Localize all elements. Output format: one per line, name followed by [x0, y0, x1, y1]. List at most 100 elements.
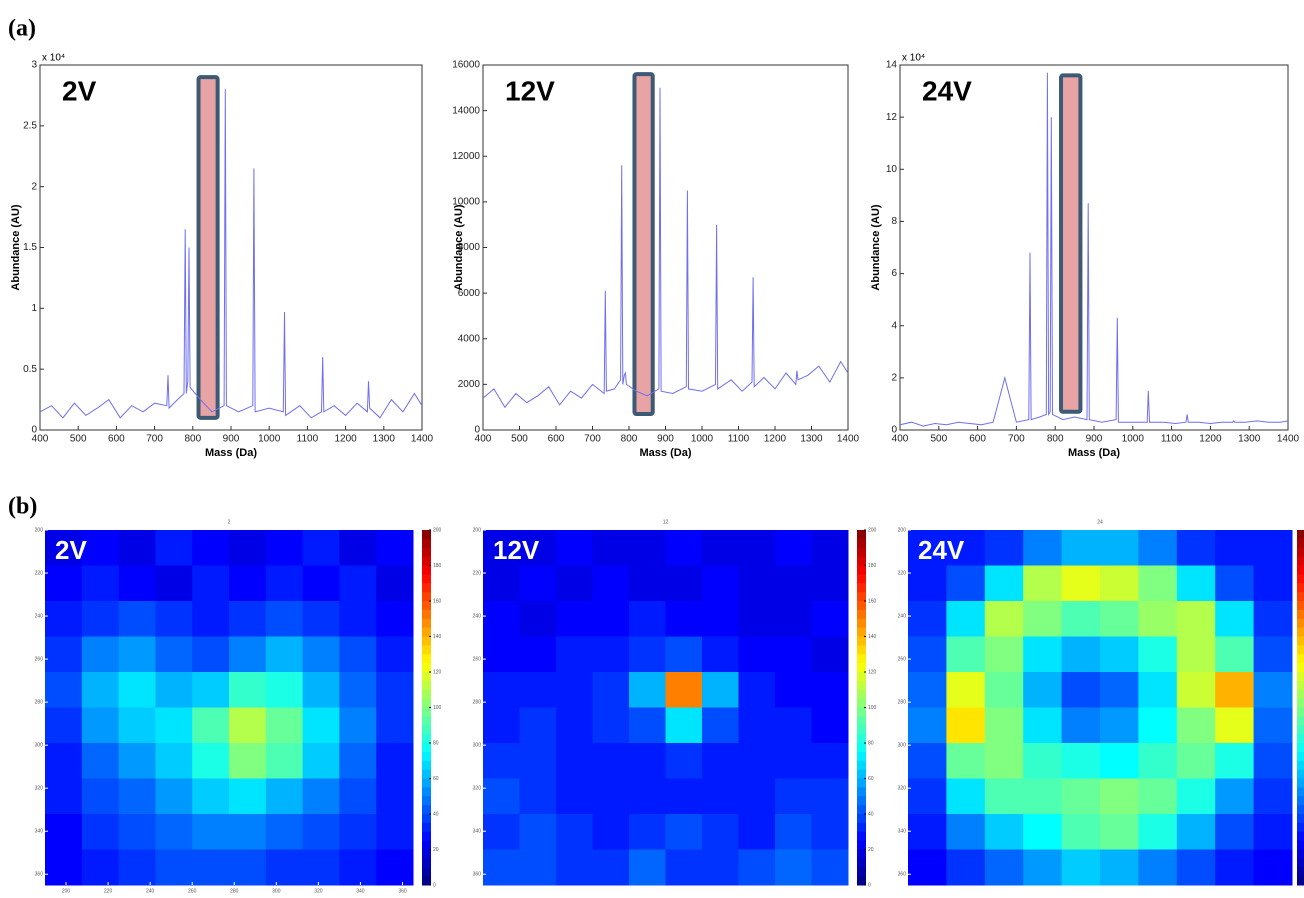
- heatmap-cell: [376, 601, 414, 637]
- y-tick-label: 360: [473, 872, 482, 878]
- heatmap-cell: [1023, 814, 1063, 850]
- colorbar-segment: [857, 760, 866, 771]
- colorbar-segment: [857, 645, 866, 655]
- heatmap-cell: [629, 530, 666, 566]
- spectrum-line: [899, 72, 1289, 427]
- heatmap-cell: [81, 743, 120, 779]
- heatmap-cell: [811, 778, 849, 815]
- heatmap-cell: [1138, 743, 1178, 779]
- heatmap-cell: [302, 814, 340, 850]
- heatmap-cell: [738, 814, 776, 850]
- heatmap-cell: [118, 814, 156, 850]
- x-tick-label: 900: [657, 434, 674, 445]
- colorbar-segment: [422, 787, 431, 797]
- heatmap-cell: [192, 707, 230, 744]
- y-tick-label: 240: [898, 613, 907, 619]
- colorbar-segment: [1297, 680, 1304, 691]
- heatmap-cell: [45, 849, 83, 886]
- heatmap-cell: [81, 530, 120, 566]
- heatmap-cell: [118, 672, 156, 708]
- heatmap-cell: [155, 743, 193, 779]
- heatmap-title: 12: [663, 519, 669, 525]
- heatmap-cell: [556, 636, 593, 673]
- heatmap-cell: [45, 778, 83, 815]
- heatmap-cell: [702, 565, 739, 602]
- heatmap-cell: [519, 707, 557, 744]
- colorbar-segment: [422, 609, 431, 620]
- y-tick-label: 8: [891, 216, 897, 227]
- heatmap-cell: [1138, 778, 1178, 815]
- highlight-box: [632, 72, 655, 417]
- heatmap-cell: [118, 601, 156, 637]
- x-tick-label: 400: [32, 434, 49, 445]
- heatmap-cell: [775, 707, 812, 744]
- colorbar-segment: [1297, 805, 1304, 815]
- colorbar-segment: [422, 831, 431, 842]
- heatmap-cell: [556, 601, 593, 637]
- heatmap-cell: [519, 601, 557, 637]
- heatmap-cell: [192, 636, 230, 673]
- heatmap-cell: [1253, 636, 1293, 673]
- heatmap-cell: [483, 636, 520, 673]
- heatmap-cell: [45, 743, 83, 779]
- heatmap-cell: [1215, 849, 1255, 886]
- heatmap-cell: [592, 565, 630, 602]
- colorbar-segment: [857, 876, 866, 886]
- heatmap-cell: [339, 530, 377, 566]
- x-tick-label: 1100: [1161, 434, 1183, 445]
- x-tick-label: 300: [272, 888, 281, 894]
- heatmap-cell: [265, 849, 304, 886]
- heatmap-cell: [155, 565, 193, 602]
- heatmap-cell: [519, 743, 557, 779]
- heatmap-cell: [45, 814, 83, 850]
- y-tick-label: 200: [898, 527, 907, 533]
- y-tick-label: 14000: [452, 105, 480, 116]
- y-tick-label: 340: [35, 829, 44, 835]
- y-tick-label: 300: [35, 742, 44, 748]
- heatmap-cell: [483, 849, 520, 886]
- heatmap-cell: [946, 601, 986, 637]
- heatmap-cell: [339, 672, 377, 708]
- colorbar-segment: [857, 858, 866, 868]
- heatmap-cell: [483, 707, 520, 744]
- x-tick-label: 1200: [764, 434, 787, 445]
- colorbar-segment: [857, 867, 866, 877]
- colorbar-tick-label: 40: [433, 811, 439, 817]
- x-tick-label: 260: [188, 888, 197, 894]
- plot-area: [899, 64, 1289, 431]
- colorbar-segment: [857, 538, 866, 549]
- y-tick-label: 200: [35, 527, 44, 533]
- heatmap-cell: [265, 814, 304, 850]
- heatmap-cell: [946, 636, 986, 673]
- x-tick-label: 800: [1047, 434, 1064, 445]
- colorbar-segment: [1297, 876, 1304, 886]
- y-tick-label: 6000: [458, 288, 481, 299]
- y-tick-label: 280: [35, 699, 44, 705]
- heatmap-cell: [592, 814, 630, 850]
- y-tick-label: 240: [473, 613, 482, 619]
- colorbar-segment: [422, 689, 431, 700]
- y-tick-label: 260: [898, 656, 907, 662]
- heatmap-cell: [1061, 565, 1101, 602]
- heatmap-cell: [118, 778, 156, 815]
- colorbar-segment: [422, 814, 431, 824]
- x-tick-label: 360: [398, 888, 407, 894]
- heatmap-cell: [229, 530, 267, 566]
- heatmap-cell: [702, 743, 739, 779]
- heatmap-cell: [1253, 601, 1293, 637]
- heatmap-cell: [1215, 530, 1255, 566]
- heatmap-cell: [629, 565, 666, 602]
- y-axis-label: Abundance (AU): [453, 204, 465, 291]
- y-tick-label: 12000: [452, 151, 480, 162]
- heatmap-cell: [908, 707, 947, 744]
- heatmap-cell: [265, 601, 304, 637]
- heatmap-cell: [376, 672, 414, 708]
- heatmap-cell: [81, 565, 120, 602]
- x-tick-label: 500: [930, 434, 947, 445]
- heatmap-cell: [702, 530, 739, 566]
- heatmap-cell: [519, 814, 557, 850]
- y-tick-label: 14: [886, 60, 898, 71]
- heatmap-cell: [45, 636, 83, 673]
- colorbar-segment: [857, 778, 866, 788]
- y-tick-label: 2: [31, 181, 37, 192]
